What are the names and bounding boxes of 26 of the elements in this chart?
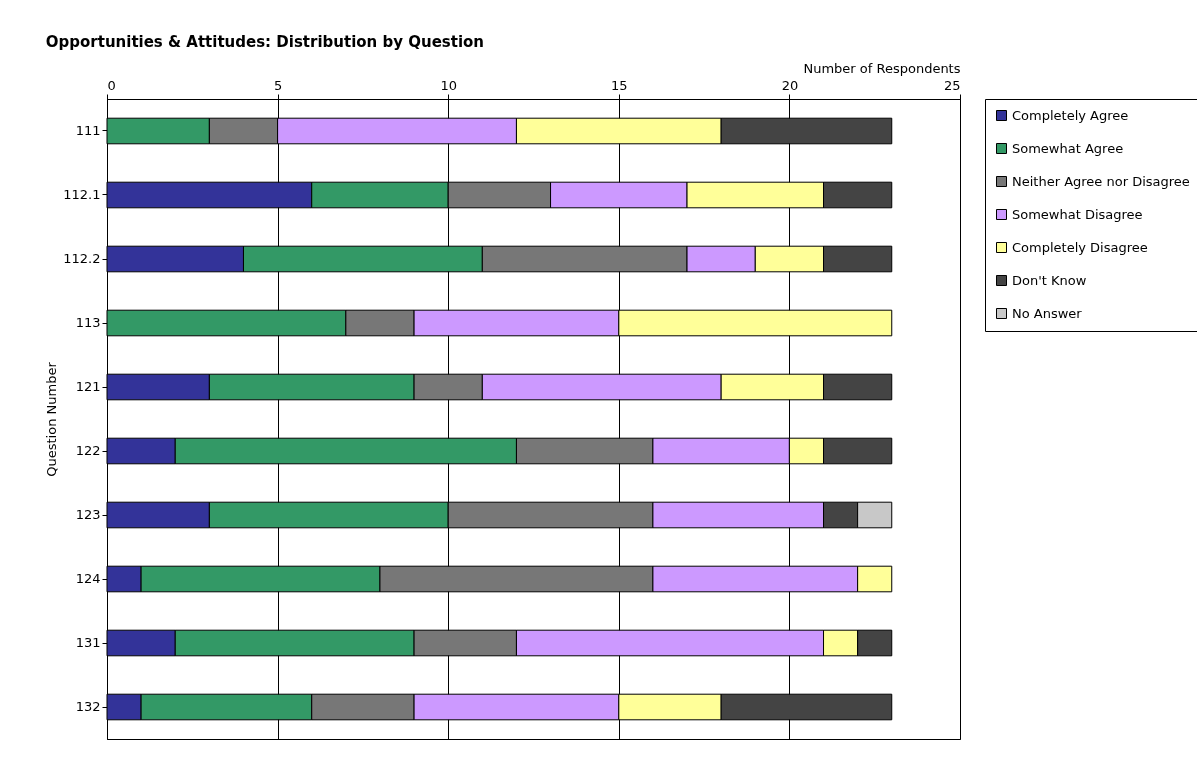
- x-tick-label: 10: [440, 77, 457, 93]
- y-tick-label: 111: [75, 123, 101, 138]
- legend-label: Neither Agree nor Disagree: [1012, 173, 1190, 189]
- y-tick-label: 131: [75, 635, 101, 650]
- legend-label: No Answer: [1012, 305, 1083, 321]
- chart-title: Opportunities & Attitudes: Distribution by Question: [45, 33, 485, 51]
- y-tick-label: 132: [75, 699, 101, 714]
- y-tick-label: 113: [75, 315, 101, 330]
- y-tick-label: 122: [75, 443, 101, 458]
- y-tick-label: 124: [75, 571, 101, 586]
- x-tick-label: 0: [107, 77, 116, 93]
- y-axis-title: Question Number: [44, 361, 60, 477]
- x-tick-label: 5: [273, 77, 283, 93]
- x-tick-label: 25: [943, 77, 961, 93]
- legend-label: Somewhat Agree: [1012, 140, 1124, 156]
- y-tick-label: 123: [75, 507, 101, 522]
- y-tick-label: 112.1: [63, 187, 101, 202]
- x-axis-title: Number of Respondents: [803, 60, 961, 76]
- legend-label: Completely Disagree: [1012, 239, 1148, 255]
- legend-label: Completely Agree: [1012, 107, 1129, 123]
- legend-label: Don't Know: [1012, 272, 1087, 288]
- y-tick-label: 112.2: [63, 251, 101, 266]
- y-tick-label: 121: [75, 379, 101, 394]
- legend-label: Somewhat Disagree: [1012, 206, 1143, 222]
- x-tick-label: 15: [611, 77, 628, 93]
- x-tick-label: 20: [781, 77, 799, 93]
